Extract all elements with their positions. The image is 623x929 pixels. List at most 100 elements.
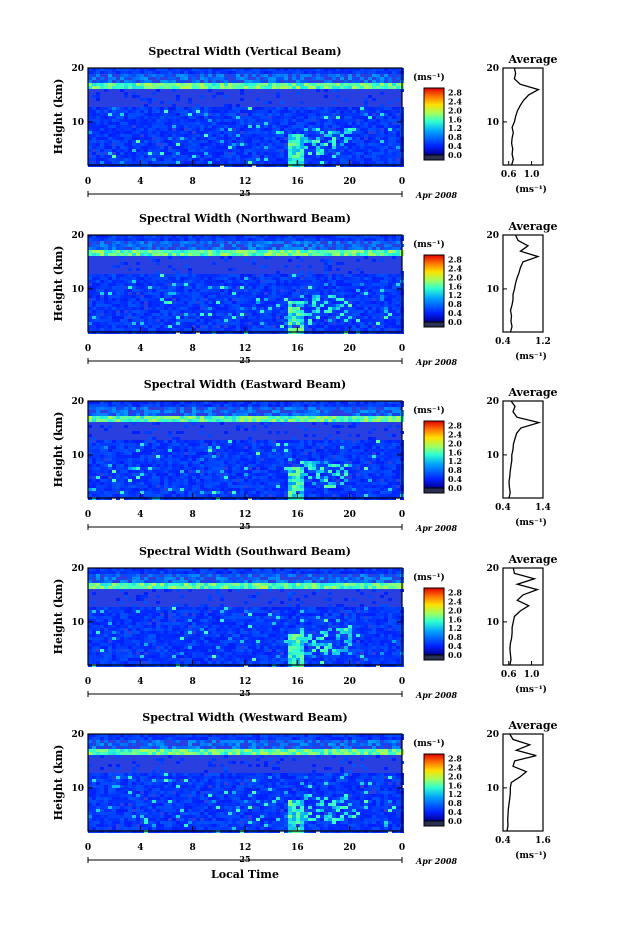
colorbar-tick-label: 2.8 [448,87,462,97]
colorbar-tick-label: 2.4 [448,263,462,273]
y-axis-label: Height (km) [52,745,65,821]
x-tick-label: 12 [239,677,252,687]
x-tick-label: 8 [190,344,196,354]
colorbar-tick-label: 2.0 [448,771,462,781]
day-label: 25 [239,688,250,698]
x-tick-label: 0 [399,344,405,354]
colorbar-tick-label: 0.8 [448,465,462,475]
colorbar-tick-label: 0.0 [448,317,462,327]
colorbar-tick-label: 1.6 [448,447,462,457]
x-tick-label: 4 [137,344,143,354]
average-x-tick-label: 0.4 [495,337,511,347]
colorbar-tick-label: 0.0 [448,650,462,660]
x-tick-label: 4 [137,677,143,687]
x-tick-label: 20 [343,510,356,520]
x-tick-label: 12 [239,843,252,853]
colorbar-tick-label: 0.0 [448,816,462,826]
y-axis-label: Height (km) [52,412,65,488]
heatmap-cells [88,568,404,667]
average-frame [502,400,544,499]
colorbar-tick-label: 2.4 [448,762,462,772]
x-tick-label: 16 [291,677,304,687]
colorbar [423,420,445,489]
x-tick-label: 0 [85,177,91,187]
x-tick-label: 16 [291,344,304,354]
colorbar-unit: (ms⁻¹) [413,572,445,583]
heatmap-cells [88,401,404,500]
colorbar-tick-label: 0.4 [448,141,462,151]
y-tick-label: 20 [71,64,84,74]
y-tick-label: 20 [71,730,84,740]
x-tick-label: 8 [190,177,196,187]
average-frame [502,733,544,832]
x-tick-label: 0 [85,677,91,687]
date-label: Apr 2008 [415,190,458,200]
colorbar-tick-label: 1.6 [448,780,462,790]
average-x-label: (ms⁻¹) [515,684,547,695]
x-tick-label: 0 [399,843,405,853]
average-profile-line [506,733,537,832]
x-tick-label: 4 [137,177,143,187]
panel-title: Spectral Width (Vertical Beam) [148,45,341,58]
average-x-tick-label: 1.4 [535,503,551,513]
colorbar [423,753,445,822]
date-label: Apr 2008 [415,523,458,533]
colorbar-tick-label: 2.0 [448,105,462,115]
colorbar-tick-label: 0.4 [448,807,462,817]
colorbar-tick-label: 2.4 [448,596,462,606]
average-x-tick-label: 0.6 [501,670,517,680]
heatmap-cells [88,734,404,833]
x-tick-label: 20 [343,677,356,687]
average-frame [502,234,544,333]
average-x-label: (ms⁻¹) [515,517,547,528]
average-x-tick-label: 0.4 [495,503,511,513]
y-axis-label: Height (km) [52,246,65,322]
y-tick-label: 10 [71,285,84,295]
panel-title: Spectral Width (Westward Beam) [142,711,347,724]
panel-title: Spectral Width (Northward Beam) [139,212,351,225]
average-profile-line [509,567,540,666]
colorbar-unit: (ms⁻¹) [413,72,445,83]
date-label: Apr 2008 [415,357,458,367]
average-y-tick-label: 20 [486,564,499,574]
average-y-tick-label: 10 [486,618,499,628]
heatmap-cells [88,68,404,167]
colorbar-tick-label: 1.2 [448,623,462,633]
average-title: Average [507,719,557,732]
average-y-tick-label: 20 [486,64,499,74]
colorbar-tick-label: 0.8 [448,632,462,642]
x-tick-label: 4 [137,510,143,520]
colorbar-tick-label: 2.8 [448,753,462,763]
average-x-tick-label: 0.6 [501,170,517,180]
panel-2: Spectral Width (Northward Beam) 10 20 Heigh… [52,212,558,367]
panel-5: Spectral Width (Westward Beam) 10 20 Height… [52,711,558,866]
colorbar-tick-label: 1.2 [448,789,462,799]
y-tick-label: 20 [71,564,84,574]
colorbar-tick-label: 0.4 [448,308,462,318]
colorbar [423,587,445,656]
average-x-label: (ms⁻¹) [515,850,547,861]
average-y-tick-label: 10 [486,451,499,461]
panel-1: Spectral Width (Vertical Beam) 10 20 Height… [52,45,558,200]
x-tick-label: 0 [85,843,91,853]
day-label: 25 [239,854,250,864]
colorbar-tick-label: 2.4 [448,429,462,439]
y-axis-label: Height (km) [52,79,65,155]
y-tick-label: 20 [71,231,84,241]
average-x-tick-label: 1.0 [524,170,540,180]
colorbar-tick-label: 0.4 [448,474,462,484]
y-tick-label: 10 [71,451,84,461]
colorbar-tick-label: 0.0 [448,483,462,493]
panel-4: Spectral Width (Southward Beam) 10 20 Heigh… [52,545,558,700]
colorbar-tick-label: 2.0 [448,438,462,448]
colorbar-tick-label: 1.2 [448,123,462,133]
date-label: Apr 2008 [415,856,458,866]
average-y-tick-label: 20 [486,231,499,241]
y-tick-label: 20 [71,397,84,407]
panel-title: Spectral Width (Southward Beam) [139,545,351,558]
colorbar-tick-label: 2.0 [448,272,462,282]
colorbar-tick-label: 2.8 [448,587,462,597]
x-tick-label: 8 [190,843,196,853]
average-x-tick-label: 1.6 [535,836,551,846]
colorbar-tick-label: 2.8 [448,420,462,430]
